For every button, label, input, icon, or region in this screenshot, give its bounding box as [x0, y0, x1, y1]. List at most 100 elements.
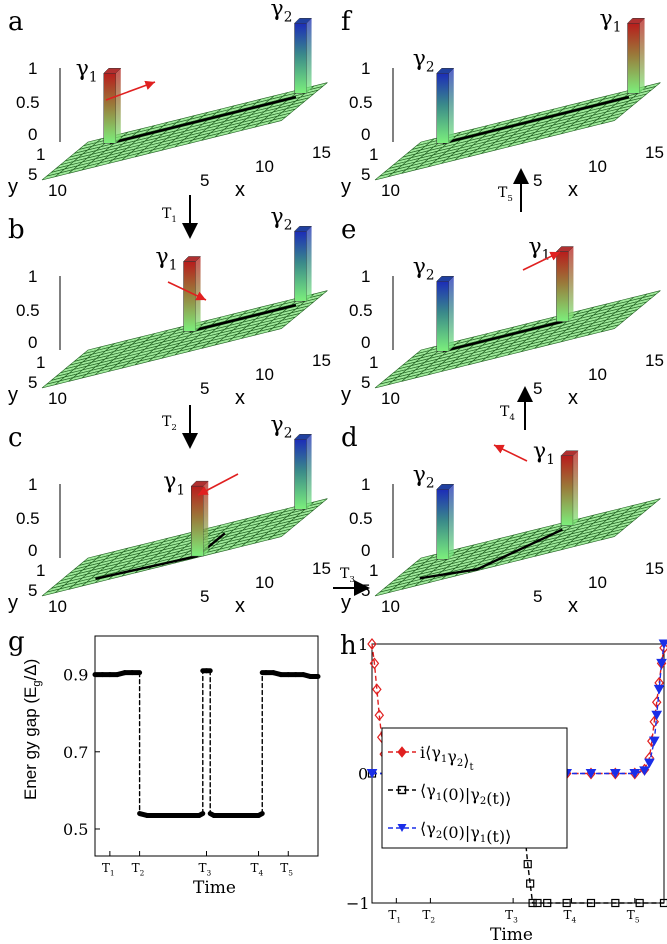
- lattice-tile: [600, 324, 620, 333]
- y-tick-label: 0.5: [63, 820, 88, 839]
- series-marker-0: [374, 709, 385, 722]
- z-tick: 0.5: [349, 93, 373, 112]
- gamma2-label: γ2: [271, 412, 293, 441]
- step-label: T4: [500, 404, 515, 423]
- x-axis-label: x: [235, 387, 245, 409]
- gamma1-bar-side: [203, 481, 209, 557]
- gamma1-bar: [191, 485, 204, 557]
- braid-path: [189, 303, 297, 333]
- z-tick: 0: [28, 333, 37, 352]
- y-tick: 1: [369, 561, 378, 580]
- z-tick: 0: [361, 125, 370, 144]
- motion-arrow: [197, 473, 239, 496]
- x-tick: 5: [533, 379, 542, 398]
- y-tick: 5: [361, 373, 370, 392]
- z-tick: 1: [28, 267, 37, 286]
- lattice-tile: [267, 324, 287, 333]
- lattice-grid: [374, 498, 661, 597]
- gamma1-bar-side: [573, 450, 579, 526]
- y-tick: 1: [369, 145, 378, 164]
- y-tick: 1: [36, 561, 45, 580]
- x-tick: 15: [645, 351, 664, 370]
- lattice-grid: [374, 290, 661, 389]
- gamma1-bar: [627, 23, 640, 94]
- x-tick-label: T5: [627, 908, 640, 924]
- gamma2-bar: [436, 281, 449, 352]
- y-axis-label: y: [341, 592, 351, 614]
- x-tick: 15: [645, 143, 664, 162]
- gamma2-bar-side: [448, 68, 454, 144]
- legend-marker: [397, 746, 407, 758]
- panel-label-f: f: [341, 7, 353, 37]
- lattice-tile: [267, 116, 287, 125]
- y-tick: 5: [361, 581, 370, 600]
- y-axis-label: y: [8, 592, 18, 614]
- gamma2-bar-side: [306, 434, 312, 510]
- x-tick-label: T2: [422, 908, 435, 924]
- gamma2-label: γ2: [413, 254, 435, 283]
- gamma2-bar: [436, 73, 449, 144]
- series-marker-2: [366, 769, 378, 779]
- braid-path: [419, 528, 563, 580]
- gamma1-bar-side: [568, 246, 574, 322]
- y-tick: 10: [381, 597, 400, 616]
- panel-label-c: c: [8, 423, 23, 453]
- gamma2-label: γ2: [271, 204, 293, 233]
- z-tick: 1: [28, 475, 37, 494]
- z-tick: 0: [28, 541, 37, 560]
- gamma1-label: γ1: [163, 469, 185, 498]
- gamma2-bar: [436, 489, 449, 560]
- y-tick: 5: [28, 581, 37, 600]
- braid-path: [442, 95, 630, 145]
- step-arrows: T1 T2 T4 T5 T3: [162, 168, 533, 596]
- gamma1-label: γ1: [533, 439, 555, 468]
- z-tick: 0.5: [16, 301, 40, 320]
- series-marker-0: [651, 696, 662, 709]
- series-marker-1: [586, 898, 596, 908]
- series-marker-2: [629, 769, 641, 779]
- series-marker-2: [651, 710, 663, 721]
- x-axis-label: x: [568, 595, 578, 617]
- y-axis-label: y: [341, 384, 351, 406]
- z-tick: 0: [361, 541, 370, 560]
- gamma1-bar-side: [639, 18, 645, 94]
- z-tick: 1: [361, 59, 370, 78]
- y-tick: 10: [48, 389, 67, 408]
- y-tick-label: 0.9: [63, 666, 88, 685]
- z-tick: 0: [361, 333, 370, 352]
- series-marker-1: [635, 898, 644, 908]
- gamma1-bar: [560, 455, 574, 526]
- gamma1-label: γ1: [528, 235, 550, 264]
- lattice-grid: [374, 82, 661, 181]
- overlap-chart: h 1 0 −1 T1 T2 T3 T4 T5 Time i⟨γ1γ2⟩t ⟨γ1(0)|γ2(t)⟩…: [340, 631, 667, 944]
- y-tick-label: 1: [358, 635, 368, 654]
- y-tick: 10: [381, 181, 400, 200]
- series-marker-1: [523, 860, 532, 869]
- series-marker-1: [526, 879, 535, 888]
- lattice-grid: [41, 82, 328, 181]
- series-marker-0: [367, 638, 377, 650]
- y-tick: 10: [48, 181, 67, 200]
- series-marker-0: [372, 683, 382, 696]
- y-tick-label: 0.7: [63, 743, 88, 762]
- x-tick: 10: [255, 573, 274, 592]
- z-tick: 1: [28, 59, 37, 78]
- x-tick-label: T4: [564, 908, 577, 924]
- y-tick: 1: [369, 353, 378, 372]
- motion-arrow: [522, 251, 561, 271]
- x-tick: 5: [200, 171, 209, 190]
- x-tick-label: T1: [388, 908, 401, 924]
- gamma2-label: γ2: [413, 462, 435, 491]
- z-tick: 0.5: [349, 301, 373, 320]
- x-axis-label: x: [235, 179, 245, 201]
- x-tick: 15: [312, 351, 331, 370]
- step-label: T1: [162, 206, 177, 225]
- x-tick: 10: [588, 365, 607, 384]
- lattice-grid: [41, 498, 328, 597]
- x-axis-label: x: [568, 387, 578, 409]
- gamma2-bar-side: [448, 276, 454, 352]
- x-tick-label: T1: [102, 861, 115, 877]
